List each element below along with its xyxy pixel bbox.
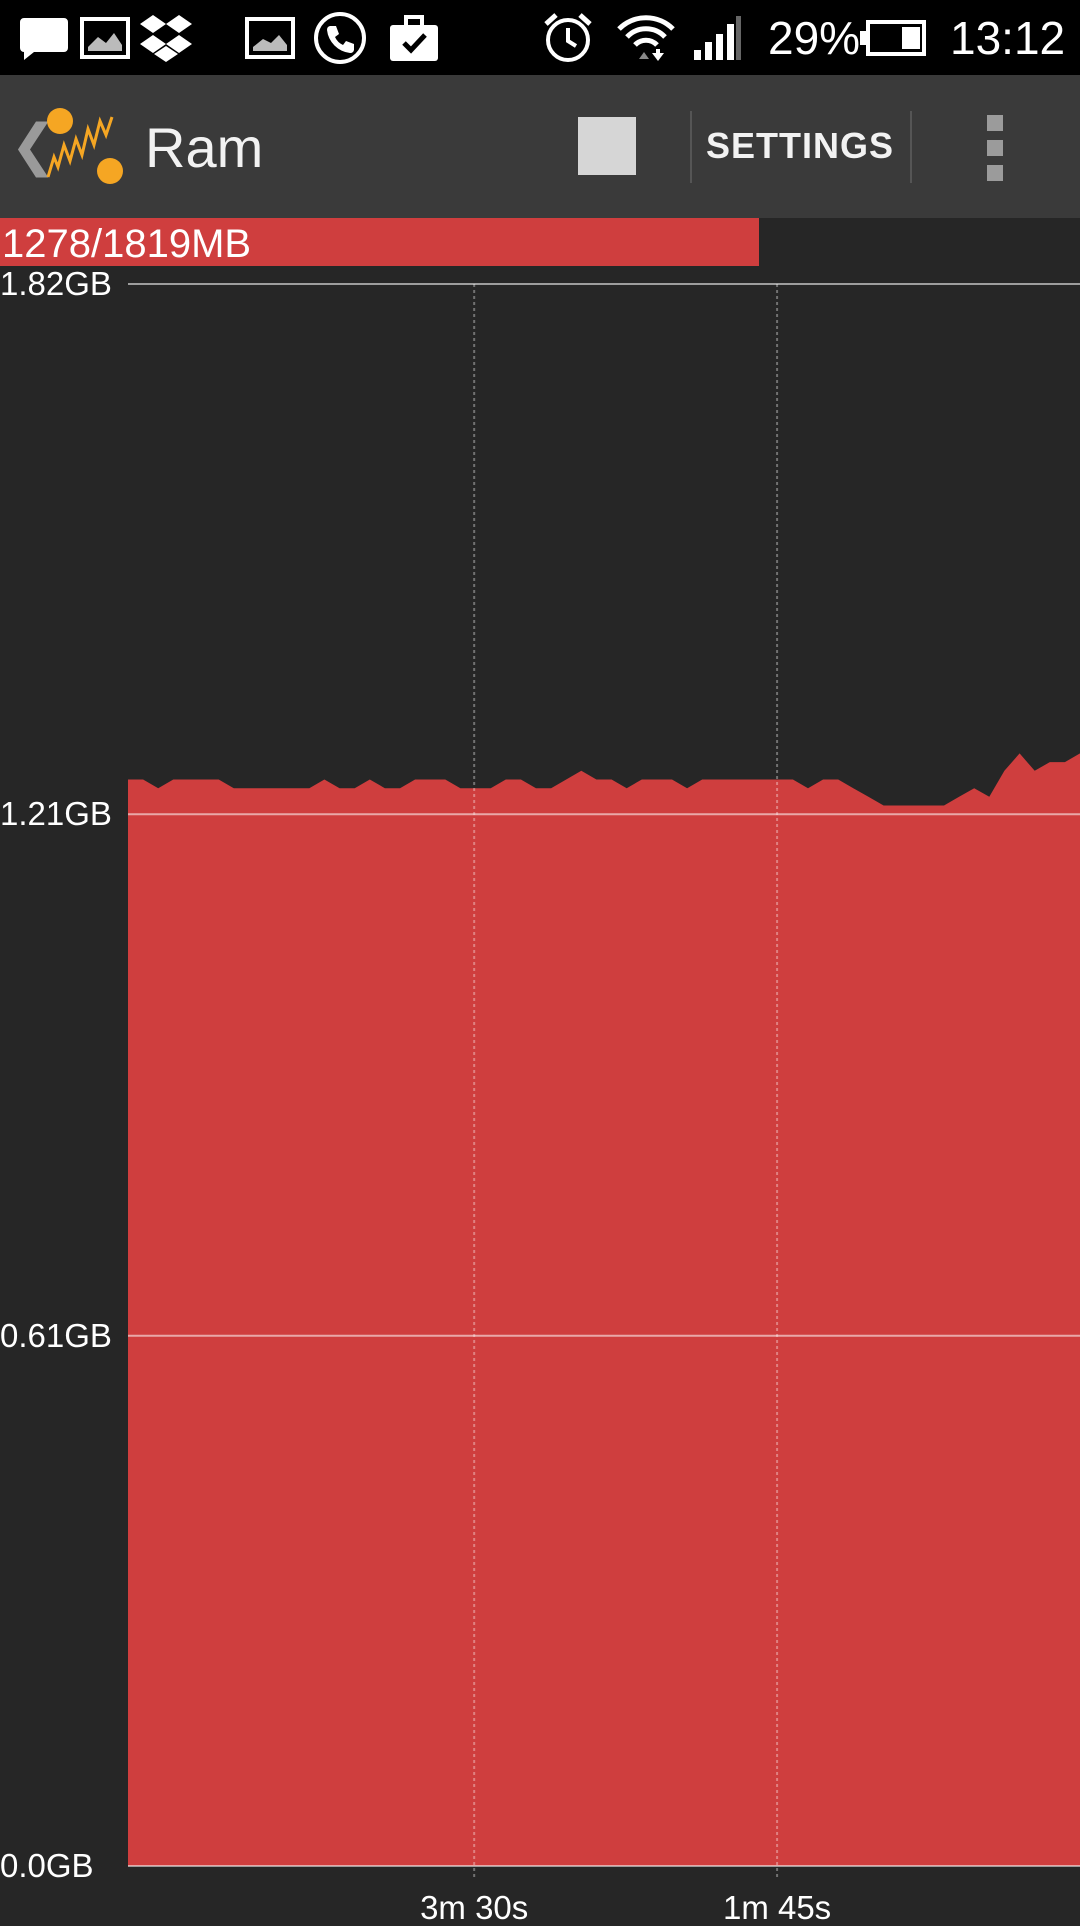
settings-button[interactable]: SETTINGS	[705, 125, 895, 166]
overflow-menu-icon[interactable]	[975, 115, 1015, 185]
image-icon	[245, 8, 295, 68]
dropbox-icon	[138, 8, 194, 68]
phone-icon	[312, 8, 368, 68]
clock: 13:12	[950, 12, 1066, 64]
ram-usage-bar	[0, 218, 759, 266]
divider	[910, 111, 912, 183]
x-tick-label: 1m 45s	[722, 1889, 832, 1926]
status-bar: 29% 13:12	[0, 0, 1080, 75]
page-title: Ram	[145, 116, 264, 179]
wifi-icon	[615, 8, 677, 68]
action-bar: ❮ Ram SETTINGS	[0, 75, 1080, 218]
image-icon	[80, 8, 130, 68]
y-tick-label: 1.21GB	[0, 795, 112, 833]
ram-usage-label: 1278/1819MB	[2, 222, 252, 266]
alarm-icon	[540, 8, 596, 68]
battery-percent: 29%	[768, 12, 861, 64]
stop-button[interactable]	[578, 117, 636, 175]
app-logo-icon[interactable]	[42, 105, 128, 191]
x-tick-label: 3m 30s	[420, 1889, 529, 1926]
battery-icon	[858, 8, 928, 68]
y-tick-label: 0.61GB	[0, 1316, 112, 1354]
signal-icon	[692, 8, 742, 68]
briefcase-check-icon	[388, 8, 440, 68]
y-tick-label: 1.82GB	[0, 265, 112, 302]
divider	[690, 111, 692, 183]
y-tick-label: 0.0GB	[0, 1847, 94, 1884]
chat-icon	[18, 8, 70, 68]
ram-usage-area	[128, 753, 1080, 1866]
